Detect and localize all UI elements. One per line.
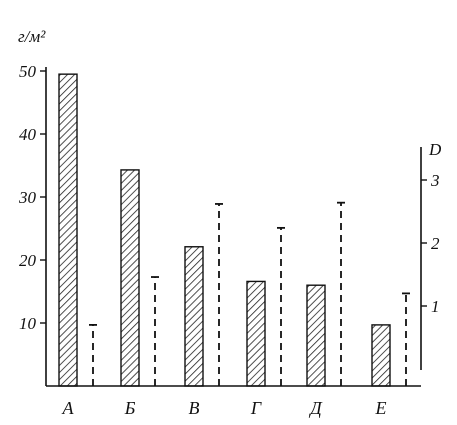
bar-А [58, 73, 78, 387]
left-tick-label: 40 [19, 125, 37, 144]
axes [45, 67, 422, 387]
category-label: Е [375, 398, 387, 418]
right-axis-title: D [428, 140, 442, 159]
bar-Б [120, 169, 140, 387]
left-tick-label: 20 [19, 251, 37, 270]
category-label: Б [124, 398, 136, 418]
right-tick-label: 3 [430, 171, 440, 190]
bar-Д [306, 284, 326, 387]
category-label: Д [308, 398, 323, 418]
left-tick-label: 10 [19, 314, 37, 333]
left-axis-title: г/м² [18, 27, 46, 46]
bar-Г [246, 280, 266, 387]
bar-В [184, 246, 204, 387]
left-tick-label: 50 [19, 62, 37, 81]
ticks [40, 70, 427, 324]
category-label: В [189, 398, 200, 418]
category-label: Г [250, 398, 262, 418]
right-tick-label: 1 [431, 297, 440, 316]
dashed-indices [89, 201, 410, 386]
category-label: А [62, 398, 75, 418]
left-tick-label: 30 [18, 188, 37, 207]
labels: 10 20 30 40 50 г/м² 1 2 3 D А Б В Г Д Е [18, 27, 442, 418]
bars [58, 73, 391, 387]
right-tick-label: 2 [431, 234, 440, 253]
bar-Е [371, 324, 391, 387]
